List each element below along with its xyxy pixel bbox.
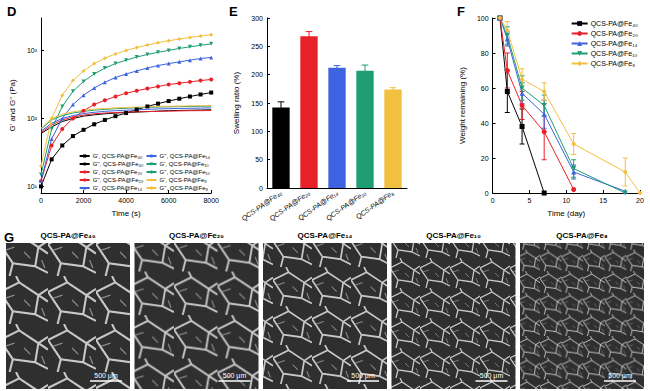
svg-text:500 μm: 500 μm (223, 372, 247, 380)
svg-text:250: 250 (251, 43, 263, 50)
svg-text:QCS-PA@Fe₁₄: QCS-PA@Fe₁₄ (296, 189, 339, 222)
svg-text:QCS-PA@Fe₁₄: QCS-PA@Fe₁₄ (298, 231, 353, 240)
svg-text:QCS-PA@Fe₂₀: QCS-PA@Fe₂₀ (268, 189, 311, 222)
svg-text:Weight remaining (%): Weight remaining (%) (458, 67, 467, 144)
svg-text:100: 100 (251, 128, 263, 135)
svg-text:150: 150 (251, 100, 263, 107)
svg-text:QCS-PA@Fe₁₀: QCS-PA@Fe₁₀ (591, 50, 638, 58)
svg-text:G', QCS-PA@Fe₁₀: G', QCS-PA@Fe₁₀ (160, 161, 210, 167)
svg-text:8000: 8000 (203, 197, 219, 204)
svg-text:500 μm: 500 μm (608, 372, 632, 380)
svg-text:Time (day): Time (day) (547, 209, 585, 218)
svg-text:QCS-PA@Fe₁₄: QCS-PA@Fe₁₄ (591, 40, 638, 48)
svg-text:F: F (457, 4, 465, 19)
svg-text:G', QCS-PA@Fe₂₀: G', QCS-PA@Fe₂₀ (93, 169, 143, 175)
svg-text:500 μm: 500 μm (480, 372, 504, 380)
svg-text:10: 10 (562, 197, 570, 204)
svg-text:G', QCS-PA@Fe₈: G', QCS-PA@Fe₈ (160, 177, 208, 183)
svg-text:500 μm: 500 μm (351, 372, 375, 380)
svg-text:Swelling ratio (%): Swelling ratio (%) (232, 72, 241, 135)
svg-text:15: 15 (599, 197, 607, 204)
svg-text:80: 80 (481, 50, 489, 57)
svg-text:QCS-PA@Fe₂₀: QCS-PA@Fe₂₀ (591, 30, 638, 38)
svg-text:20: 20 (481, 155, 489, 162)
svg-text:300: 300 (251, 15, 263, 22)
svg-text:G'', QCS-PA@Fe₄₀: G'', QCS-PA@Fe₄₀ (93, 161, 144, 167)
svg-text:50: 50 (255, 156, 263, 163)
svg-text:E: E (229, 4, 238, 19)
svg-text:G'', QCS-PA@Fe₂₀: G'', QCS-PA@Fe₂₀ (93, 177, 144, 183)
svg-text:10²: 10² (27, 115, 38, 122)
svg-text:0: 0 (485, 190, 489, 197)
svg-text:G: G (4, 230, 14, 245)
svg-text:40: 40 (481, 120, 489, 127)
svg-text:G', QCS-PA@Fe₄₀: G', QCS-PA@Fe₄₀ (93, 153, 143, 159)
svg-text:10¹: 10¹ (27, 183, 38, 190)
svg-text:QCS-PA@Fe₈: QCS-PA@Fe₈ (591, 60, 636, 68)
svg-text:QCS-PA@Fe₄₀: QCS-PA@Fe₄₀ (40, 231, 95, 240)
svg-text:100: 100 (477, 15, 489, 22)
svg-text:G', QCS-PA@Fe₁₄: G', QCS-PA@Fe₁₄ (93, 185, 143, 191)
svg-text:G'', QCS-PA@Fe₈: G'', QCS-PA@Fe₈ (160, 185, 209, 191)
svg-text:10³: 10³ (27, 47, 38, 54)
svg-text:G'', QCS-PA@Fe₁₀: G'', QCS-PA@Fe₁₀ (160, 169, 211, 175)
svg-text:500 μm: 500 μm (94, 372, 118, 380)
svg-text:0: 0 (259, 185, 263, 192)
svg-text:QCS-PA@Fe₈: QCS-PA@Fe₈ (556, 231, 608, 240)
svg-text:4000: 4000 (118, 197, 134, 204)
svg-text:QCS-PA@Fe₁₀: QCS-PA@Fe₁₀ (426, 231, 481, 240)
svg-text:QCS-PA@Fe₂₀: QCS-PA@Fe₂₀ (169, 231, 224, 240)
svg-text:200: 200 (251, 71, 263, 78)
svg-text:20: 20 (636, 197, 644, 204)
svg-text:QCS-PA@Fe₈: QCS-PA@Fe₈ (355, 189, 396, 221)
svg-text:G' and G'' (Pa): G' and G'' (Pa) (8, 79, 17, 131)
svg-text:2000: 2000 (76, 197, 92, 204)
svg-text:QCS-PA@Fe₄₀: QCS-PA@Fe₄₀ (240, 189, 283, 222)
svg-text:Time (s): Time (s) (112, 209, 141, 218)
svg-text:6000: 6000 (161, 197, 177, 204)
svg-text:5: 5 (527, 197, 531, 204)
svg-text:60: 60 (481, 85, 489, 92)
svg-text:0: 0 (491, 197, 495, 204)
svg-text:G'', QCS-PA@Fe₁₄: G'', QCS-PA@Fe₁₄ (160, 153, 211, 159)
svg-text:QCS-PA@Fe₁₀: QCS-PA@Fe₁₀ (324, 189, 367, 222)
svg-text:D: D (7, 4, 16, 19)
svg-text:0: 0 (39, 197, 43, 204)
svg-text:QCS-PA@Fe₄₀: QCS-PA@Fe₄₀ (591, 20, 638, 28)
